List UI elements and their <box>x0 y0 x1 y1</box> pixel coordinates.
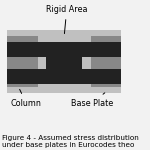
Bar <box>91 36 121 87</box>
Text: Base Plate: Base Plate <box>70 93 113 108</box>
Bar <box>46 42 82 84</box>
Bar <box>7 36 38 87</box>
Bar <box>7 30 121 93</box>
Text: Rigid Area: Rigid Area <box>46 5 87 34</box>
Bar <box>7 42 121 57</box>
Text: Column: Column <box>11 89 42 108</box>
Bar <box>7 69 121 84</box>
Text: Figure 4 - Assumed stress distribution
under base plates in Eurocodes theo: Figure 4 - Assumed stress distribution u… <box>2 135 139 148</box>
